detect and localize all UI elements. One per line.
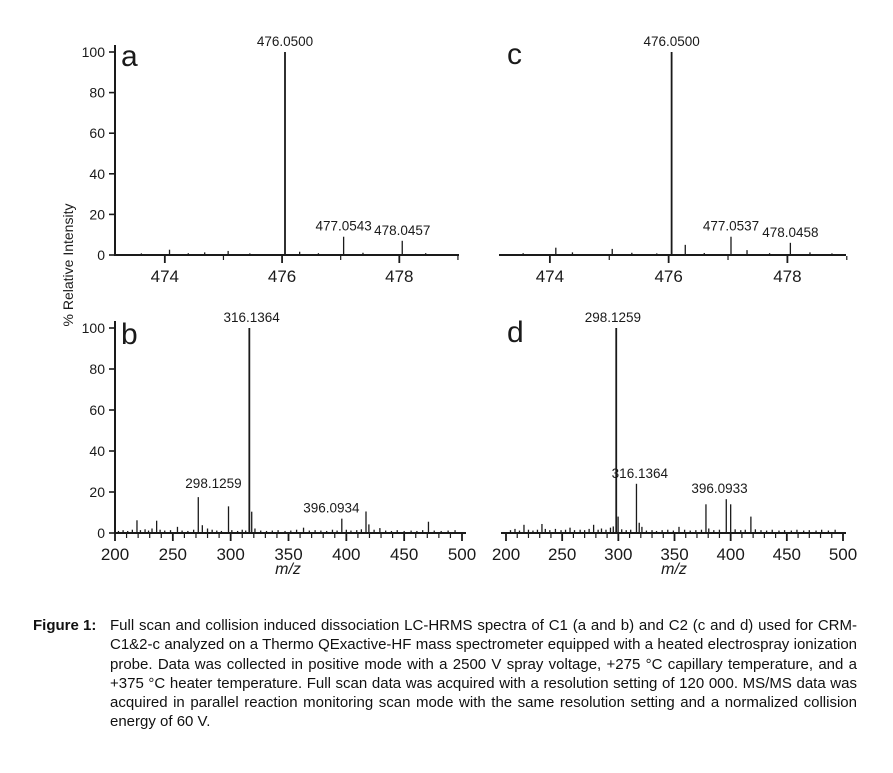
peak-label: 476.0500 — [643, 34, 699, 49]
y-axis-title: % Relative Intensity — [60, 203, 76, 327]
x-tick-label: 476 — [654, 267, 682, 286]
figure-caption-label: Figure 1: — [33, 617, 97, 634]
peak-label: 478.0458 — [762, 225, 818, 240]
y-tick-label: 80 — [89, 85, 105, 101]
peak-label: 316.1364 — [223, 310, 280, 325]
peak-label: 477.0543 — [315, 219, 371, 234]
peak-label: 396.0933 — [691, 481, 747, 496]
panel-a: 474 476 478 0 20 40 60 80 100 476.0500 477.0543 478… — [82, 34, 459, 286]
y-tick-label: 20 — [89, 206, 105, 222]
x-tick-label: 300 — [604, 545, 632, 564]
panel-c: 474 476 478 476.0500 477.0537 478.0458 c — [499, 34, 848, 286]
peak-label: 298.1259 — [185, 476, 241, 491]
y-tick-label: 0 — [97, 247, 105, 263]
figure-caption: Figure 1: Full scan and collision induce… — [33, 616, 857, 732]
peak-label: 298.1259 — [585, 310, 641, 325]
y-tick-label: 60 — [89, 125, 105, 141]
x-tick-label: 474 — [536, 267, 564, 286]
peak-label: 396.0934 — [303, 501, 360, 516]
x-tick-label: 400 — [332, 545, 360, 564]
x-tick-label: 200 — [492, 545, 520, 564]
peak-label: 476.0500 — [257, 34, 313, 49]
x-tick-label: 450 — [773, 545, 801, 564]
x-tick-label: 476 — [268, 267, 296, 286]
panel-letter: d — [507, 316, 524, 349]
panel-b: 200 250 300 350 400 450 500 0 20 40 60 80 100 298.125… — [82, 310, 477, 578]
x-tick-label: 350 — [660, 545, 688, 564]
y-tick-label: 40 — [89, 166, 105, 182]
y-tick-label: 80 — [89, 361, 105, 377]
y-tick-label: 20 — [89, 484, 105, 500]
y-tick-label: 0 — [97, 525, 105, 541]
x-tick-label: 478 — [773, 267, 801, 286]
x-tick-label: 300 — [216, 545, 244, 564]
figure-caption-text: Full scan and collision induced dissocia… — [110, 617, 857, 731]
x-tick-label: 500 — [829, 545, 857, 564]
x-tick-label: 250 — [159, 545, 187, 564]
panel-letter: c — [507, 38, 522, 71]
x-axis-title: m/z — [275, 561, 301, 578]
x-tick-label: 478 — [385, 267, 413, 286]
x-tick-label: 200 — [101, 545, 129, 564]
panel-letter: b — [121, 318, 138, 351]
peak-label: 478.0457 — [374, 223, 430, 238]
x-axis-title: m/z — [661, 561, 687, 578]
y-tick-label: 40 — [89, 443, 105, 459]
panel-d: 200 250 300 350 400 450 500 298.1259 316.1364 396… — [492, 310, 857, 578]
y-tick-label: 60 — [89, 402, 105, 418]
y-tick-label: 100 — [82, 44, 106, 60]
x-tick-label: 450 — [390, 545, 418, 564]
x-tick-label: 474 — [151, 267, 179, 286]
y-tick-label: 100 — [82, 320, 106, 336]
x-tick-label: 250 — [548, 545, 576, 564]
peak-label: 316.1364 — [612, 466, 669, 481]
panel-letter: a — [121, 40, 138, 73]
x-tick-label: 350 — [274, 545, 302, 564]
peak-label: 477.0537 — [703, 219, 759, 234]
x-tick-label: 400 — [716, 545, 744, 564]
x-tick-label: 500 — [448, 545, 476, 564]
